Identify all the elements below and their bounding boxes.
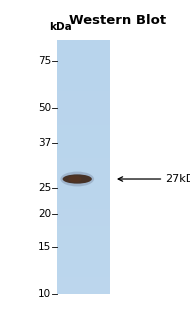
Bar: [57, 285, 110, 294]
Bar: [57, 243, 110, 251]
Text: 50: 50: [38, 103, 51, 113]
Bar: [57, 175, 110, 184]
Bar: [57, 108, 110, 116]
Text: 75: 75: [38, 56, 51, 66]
Bar: [57, 66, 110, 74]
Bar: [57, 226, 110, 235]
Text: 37: 37: [38, 138, 51, 148]
Text: 10: 10: [38, 289, 51, 298]
Text: 15: 15: [38, 242, 51, 252]
Bar: [57, 49, 110, 57]
Text: 25: 25: [38, 183, 51, 193]
Bar: [57, 167, 110, 175]
Bar: [57, 91, 110, 99]
Bar: [57, 116, 110, 125]
Bar: [57, 277, 110, 285]
Bar: [57, 209, 110, 218]
Bar: [57, 133, 110, 142]
Text: Western Blot: Western Blot: [69, 14, 166, 27]
Bar: [57, 159, 110, 167]
Bar: [57, 184, 110, 192]
Bar: [57, 125, 110, 133]
Bar: [57, 235, 110, 243]
Bar: [57, 40, 110, 294]
Bar: [57, 99, 110, 108]
Bar: [57, 74, 110, 83]
Bar: [57, 83, 110, 91]
Bar: [57, 150, 110, 159]
Bar: [57, 268, 110, 277]
Text: kDa: kDa: [49, 23, 72, 32]
Ellipse shape: [63, 174, 92, 184]
Bar: [57, 40, 110, 49]
Text: 27kDa: 27kDa: [165, 174, 190, 184]
Bar: [57, 260, 110, 268]
Bar: [57, 218, 110, 226]
Ellipse shape: [60, 171, 94, 186]
Bar: [57, 57, 110, 66]
Text: 20: 20: [38, 209, 51, 219]
Bar: [57, 201, 110, 209]
Bar: [57, 142, 110, 150]
Bar: [57, 251, 110, 260]
Ellipse shape: [68, 176, 82, 182]
Bar: [57, 192, 110, 201]
